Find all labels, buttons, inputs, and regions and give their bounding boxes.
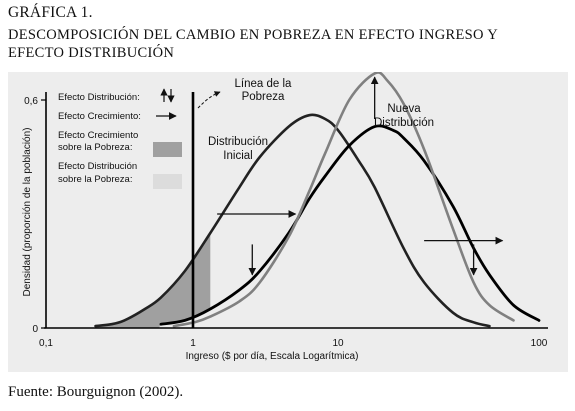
axes-layer: 0 0,6 0,1 1 10 100 Ingreso ($ por día, E…: [22, 92, 548, 362]
legend: Efecto Distribución: Efecto Crecimiento:…: [58, 88, 182, 189]
initial-distribution-label-2: Inicial: [223, 150, 252, 162]
y-tick-label-0-6: 0,6: [24, 96, 38, 107]
initial-distribution-label-1: Distribución: [208, 136, 268, 148]
effect-arrows-layer: [217, 76, 504, 276]
growth-effect-curve: [159, 124, 541, 326]
x-tick-label-0-1: 0,1: [39, 338, 53, 349]
areas-layer: [95, 233, 211, 328]
legend-distribution-arrows-icon: [160, 88, 175, 103]
figure-title-line-1: DESCOMPOSICIÓN DEL CAMBIO EN POBREZA EN …: [8, 27, 498, 43]
x-axis-title: Ingreso ($ por día, Escala Logarítmica): [186, 351, 359, 362]
initial-distribution-curve: [94, 113, 491, 328]
density-chart: 0 0,6 0,1 1 10 100 Ingreso ($ por día, E…: [22, 72, 548, 362]
legend-growth-poverty-label-1: Efecto Crecimiento: [58, 130, 138, 141]
new-distribution-curve: [172, 72, 515, 328]
poverty-line-pointer: [197, 91, 221, 109]
curves-layer: [94, 72, 541, 328]
legend-growth-effect-label: Efecto Crecimiento:: [58, 111, 141, 122]
x-tick-label-1: 1: [190, 338, 196, 349]
x-tick-label-10: 10: [332, 338, 344, 349]
y-axis-title: Densidad (proporción de la población): [22, 128, 33, 297]
new-distribution-label-2: Distribución: [374, 117, 434, 129]
legend-distribution-poverty-label-1: Efecto Distribución: [58, 161, 137, 172]
legend-growth-poverty-swatch: [153, 142, 182, 157]
poverty-line-group: Línea de la Pobreza: [191, 78, 293, 328]
legend-growth-poverty-label-2: sobre la Pobreza:: [58, 142, 132, 153]
legend-distribution-effect-label: Efecto Distribución:: [58, 92, 140, 103]
poverty-line-label-2: Pobreza: [242, 91, 285, 103]
legend-distribution-poverty-label-2: sobre la Pobreza:: [58, 174, 132, 185]
growth-effect-poverty-area: [95, 233, 211, 328]
curve-labels-layer: Distribución Inicial Nueva Distribución: [208, 103, 434, 162]
legend-distribution-poverty-swatch: [153, 174, 182, 189]
chart-panel: 0 0,6 0,1 1 10 100 Ingreso ($ por día, E…: [8, 72, 568, 372]
poverty-line-label-1: Línea de la: [235, 78, 293, 90]
y-tick-label-0: 0: [32, 324, 38, 335]
new-distribution-label-1: Nueva: [387, 103, 421, 115]
figure-source: Fuente: Bourguignon (2002).: [8, 384, 184, 400]
figure-label: GRÁFICA 1.: [8, 4, 93, 21]
figure-title-line-2: EFECTO DISTRIBUCIÓN: [8, 45, 175, 61]
x-tick-label-100: 100: [531, 338, 548, 349]
